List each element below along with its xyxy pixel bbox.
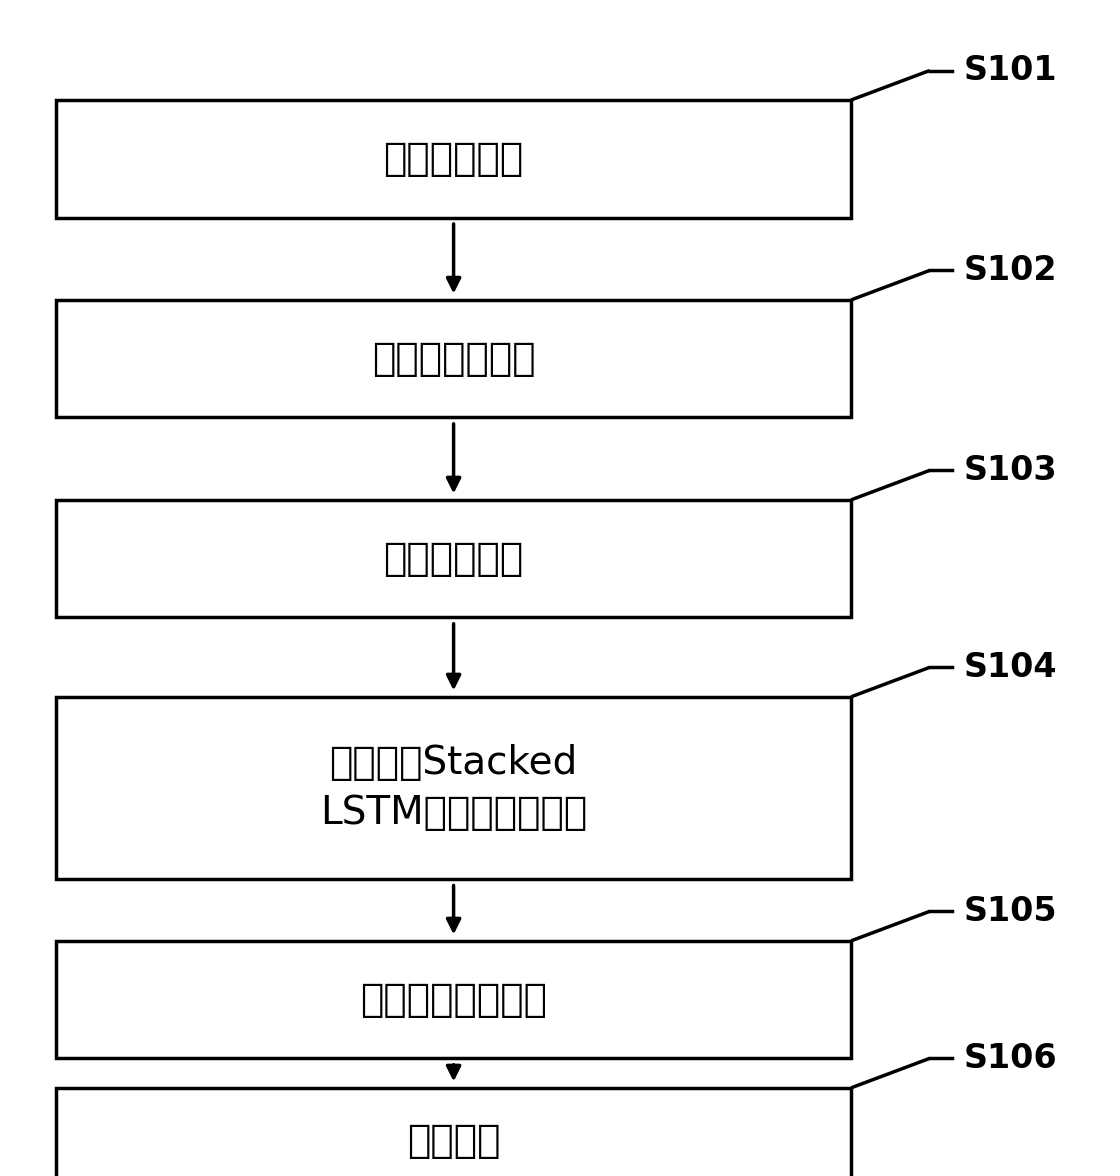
Bar — [56, 100, 851, 218]
Text: 故障诊断: 故障诊断 — [407, 1122, 501, 1160]
Text: 故障诊断模型训练: 故障诊断模型训练 — [361, 981, 547, 1018]
Text: 构建训练样本: 构建训练样本 — [383, 540, 524, 577]
Bar — [56, 300, 851, 417]
Text: S103: S103 — [963, 454, 1057, 487]
Text: S105: S105 — [963, 895, 1057, 928]
Text: 历史数据标准化: 历史数据标准化 — [372, 340, 535, 377]
Bar — [56, 941, 851, 1058]
Text: S104: S104 — [963, 650, 1056, 684]
Text: S106: S106 — [963, 1042, 1057, 1075]
Bar — [56, 500, 851, 617]
Bar — [56, 696, 851, 880]
Bar — [56, 1088, 851, 1176]
Text: 采集历史数据: 采集历史数据 — [383, 140, 524, 178]
Text: 构建基于Stacked
LSTM的故障诊断模型: 构建基于Stacked LSTM的故障诊断模型 — [320, 744, 587, 831]
Text: S102: S102 — [963, 254, 1056, 287]
Text: S101: S101 — [963, 54, 1056, 87]
